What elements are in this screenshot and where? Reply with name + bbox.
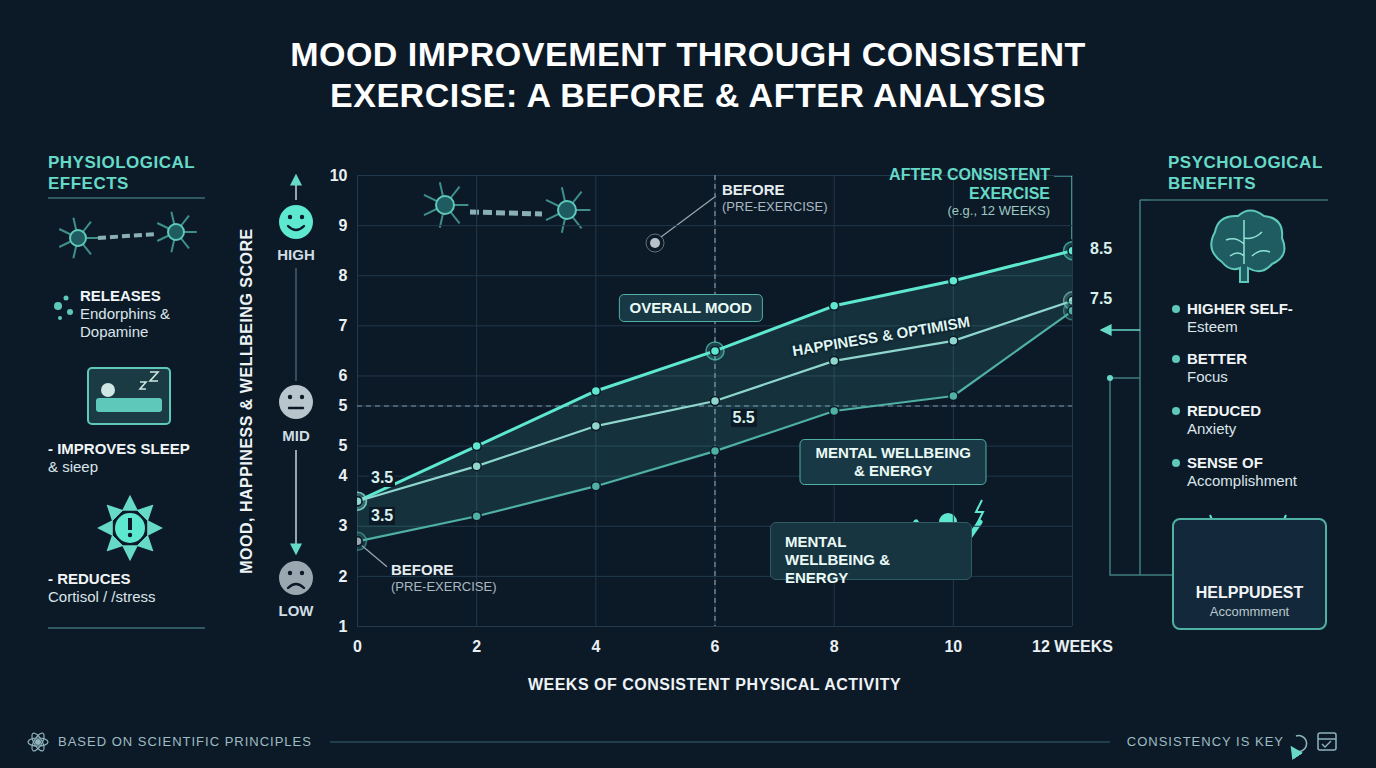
html-text:(PRE-EXERCISE): (PRE-EXERCISE) bbox=[391, 578, 497, 594]
html-text:SENSE OF: SENSE OF bbox=[1187, 454, 1263, 471]
html-text:MOOD, HAPPINESS & WELLBEING SC: MOOD, HAPPINESS & WELLBEING SCORE bbox=[238, 227, 255, 574]
html-text:OVERALL MOOD: OVERALL MOOD bbox=[629, 299, 752, 317]
svg-text:4: 4 bbox=[591, 638, 600, 655]
svg-text:8: 8 bbox=[339, 267, 348, 284]
html-text:8.5: 8.5 bbox=[1090, 240, 1113, 258]
svg-text:0: 0 bbox=[353, 638, 362, 655]
svg-text:2: 2 bbox=[472, 638, 481, 655]
html-text:Esteem: Esteem bbox=[1187, 318, 1238, 335]
svg-text:5: 5 bbox=[339, 437, 348, 454]
html-text:HELPPUDEST: HELPPUDEST bbox=[1195, 584, 1304, 601]
html-text:HIGHER SELF-: HIGHER SELF- bbox=[1187, 300, 1293, 317]
html-text:BETTER: BETTER bbox=[1187, 350, 1247, 367]
html-text:- IMPROVES SLEEP: - IMPROVES SLEEP bbox=[48, 440, 190, 457]
svg-text:6: 6 bbox=[711, 638, 720, 655]
html-text:Accommment: Accommment bbox=[1209, 604, 1290, 619]
html-text:MID: MID bbox=[282, 427, 310, 444]
html-text:LOW: LOW bbox=[278, 602, 314, 619]
html-text:5.5: 5.5 bbox=[732, 408, 755, 426]
svg-text:7: 7 bbox=[339, 317, 348, 334]
svg-text:10: 10 bbox=[944, 638, 962, 655]
html-text:AFTER CONSISTENT EXERCISE: AFTER CONSISTENT EXERCISE bbox=[889, 166, 1050, 202]
html-text:Endorphins & Dopamine: Endorphins & Dopamine bbox=[80, 305, 171, 340]
html-text:Anxiety: Anxiety bbox=[1187, 420, 1237, 437]
html-text:RELEASES: RELEASES bbox=[80, 287, 161, 304]
svg-text:1: 1 bbox=[339, 618, 348, 635]
html-text:(PRE-EXERCISE): (PRE-EXERCISE) bbox=[722, 199, 828, 214]
html-text:HAPPINESS & OPTIMISM: HAPPINESS & OPTIMISM bbox=[791, 313, 972, 360]
html-text:PSYCHOLOGICAL BENEFITS: PSYCHOLOGICAL BENEFITS bbox=[1168, 153, 1323, 193]
html-text:BEFORE: BEFORE bbox=[722, 181, 785, 198]
svg-text:8: 8 bbox=[830, 638, 839, 655]
svg-text:6: 6 bbox=[339, 367, 348, 384]
html-text:Focus: Focus bbox=[1187, 368, 1228, 385]
html-text:PHYSIOLOGICAL EFFECTS: PHYSIOLOGICAL EFFECTS bbox=[48, 153, 195, 193]
html-text:3.5: 3.5 bbox=[371, 468, 394, 486]
html-text:REDUCED: REDUCED bbox=[1187, 402, 1262, 419]
html-text:MOOD IMPROVEMENT THROUGH CONSI: MOOD IMPROVEMENT THROUGH CONSISTENT EXER… bbox=[290, 35, 1086, 115]
html-text:7.5: 7.5 bbox=[1090, 290, 1113, 308]
html-text:Cortisol / /stress: Cortisol / /stress bbox=[48, 588, 156, 605]
html-text:WEEKS OF CONSISTENT PHYSICAL A: WEEKS OF CONSISTENT PHYSICAL ACTIVITY bbox=[527, 676, 902, 693]
html-text:- REDUCES: - REDUCES bbox=[48, 570, 131, 587]
svg-text:12 WEEKS: 12 WEEKS bbox=[1032, 638, 1113, 655]
svg-text:5: 5 bbox=[339, 397, 348, 414]
html-text:Accomplishment: Accomplishment bbox=[1187, 472, 1297, 489]
svg-text:9: 9 bbox=[339, 217, 348, 234]
html-text:(e.g., 12 WEEKS): (e.g., 12 WEEKS) bbox=[947, 203, 1050, 218]
html-text:MENTAL WELLBEING & ENERGY: MENTAL WELLBEING & ENERGY bbox=[785, 533, 890, 586]
html-text:& sieep: & sieep bbox=[48, 458, 98, 475]
svg-text:10: 10 bbox=[330, 167, 348, 184]
html-text:CONSISTENCY IS KEY: CONSISTENCY IS KEY bbox=[1126, 734, 1284, 749]
html-text:BEFORE: BEFORE bbox=[391, 560, 454, 578]
svg-text:3: 3 bbox=[339, 517, 348, 534]
html-text:3.5: 3.5 bbox=[371, 506, 394, 524]
html-text:BASED ON SCIENTIFIC PRINCIPLES: BASED ON SCIENTIFIC PRINCIPLES bbox=[58, 734, 312, 749]
html-text:MENTAL WELLBEING & ENERGY: MENTAL WELLBEING & ENERGY bbox=[815, 444, 971, 479]
svg-text:2: 2 bbox=[339, 568, 348, 585]
svg-text:4: 4 bbox=[339, 467, 348, 484]
html-text:HIGH: HIGH bbox=[277, 246, 315, 263]
